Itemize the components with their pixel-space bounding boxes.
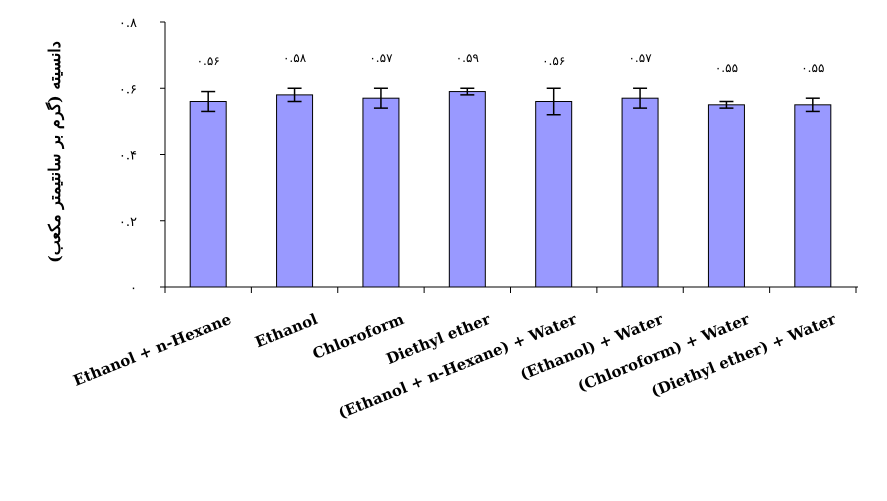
y-ticks: ۰ ۰.۲ ۰.۴ ۰.۶ ۰.۸ (119, 16, 165, 296)
x-category-label: Ethanol + n-Hexane (71, 310, 234, 390)
bar (276, 94, 314, 288)
bar (707, 104, 745, 288)
y-tick-label: ۰.۲ (119, 215, 137, 230)
y-tick-label: ۰ (130, 281, 137, 296)
data-label: ۰.۵۵ (715, 61, 738, 75)
axes (164, 22, 858, 293)
y-tick-label: ۰.۴ (119, 149, 137, 164)
data-label: ۰.۵۹ (456, 51, 479, 65)
y-axis-title-group: دانسیته (گرم بر سانتیمتر مکعب) (45, 41, 65, 263)
error-bars (201, 87, 820, 116)
data-labels: ۰.۵۶ ۰.۵۸ ۰.۵۷ ۰.۵۹ ۰.۵۶ ۰.۵۷ ۰.۵۵ ۰.۵۵ (197, 51, 825, 75)
data-label: ۰.۵۸ (283, 51, 307, 65)
x-labels: Ethanol + n-Hexane EthanolChloroformDieth… (71, 310, 840, 423)
data-label: ۰.۵۶ (542, 54, 565, 68)
data-label: ۰.۵۷ (628, 51, 652, 65)
bar (621, 97, 659, 288)
bars (189, 91, 832, 288)
x-category-label: Ethanol (252, 310, 320, 351)
bar (448, 91, 486, 288)
bar (794, 104, 832, 288)
bar (189, 101, 227, 288)
data-label: ۰.۵۶ (197, 54, 220, 68)
y-tick-label: ۰.۸ (119, 16, 137, 31)
bar (362, 97, 400, 288)
bar (535, 101, 573, 288)
y-axis-title: دانسیته (گرم بر سانتیمتر مکعب) (45, 41, 65, 263)
data-label: ۰.۵۵ (801, 61, 824, 75)
y-tick-label: ۰.۶ (119, 82, 137, 97)
data-label: ۰.۵۷ (369, 51, 393, 65)
